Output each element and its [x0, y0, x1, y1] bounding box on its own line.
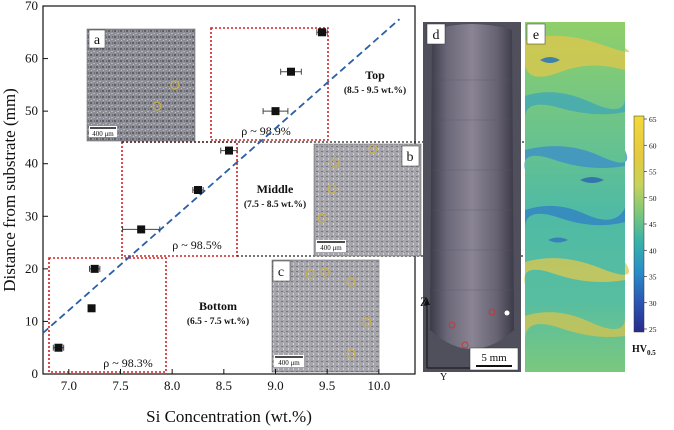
zone-middle-range: (7.5 - 8.5 wt.%) — [244, 199, 306, 210]
data-point-1 — [88, 304, 96, 312]
inset-c-scale: 400 μm — [278, 359, 300, 367]
zone-bottom-title: Bottom — [199, 299, 237, 313]
data-point-5 — [225, 147, 233, 155]
macrograph-panel: d Z Y 5 mm — [420, 22, 521, 383]
data-point-4 — [194, 186, 202, 194]
inset-a-scale: 400 μm — [92, 130, 114, 138]
hardness-map-panel: e — [524, 22, 629, 372]
x-tick-label-1: 7.5 — [112, 378, 128, 393]
data-point-8 — [318, 28, 326, 36]
macrograph-scale: 5 mm — [481, 352, 507, 364]
colorbar-ticks: 65 60 55 50 45 40 35 30 25 — [644, 115, 657, 334]
y-tick-label-4: 40 — [25, 156, 38, 171]
y-tick-label-1: 10 — [25, 313, 38, 328]
colorbar — [634, 116, 644, 332]
density-bottom: ρ ~ 98.3% — [103, 356, 152, 370]
x-tick-label-5: 9.5 — [319, 378, 335, 393]
macrograph-z-label: Z — [420, 294, 428, 309]
colorbar-label-sub: 0.5 — [647, 349, 656, 357]
data-point-2 — [91, 265, 99, 273]
colorbar-tick-label-1: 60 — [649, 141, 657, 150]
x-tick-label-6: 10.0 — [367, 378, 390, 393]
data-point-6 — [272, 107, 280, 115]
inset-b: b 400 μm — [314, 144, 421, 256]
zone-bottom-range: (6.5 - 7.5 wt.%) — [187, 316, 249, 327]
colorbar-label-main: HV — [632, 344, 648, 355]
x-tick-label-2: 8.0 — [164, 378, 180, 393]
y-tick-label-3: 30 — [25, 208, 38, 223]
colorbar-tick-label-7: 30 — [649, 299, 657, 308]
inset-b-scale: 400 μm — [320, 244, 342, 252]
zone-top-title: Top — [365, 68, 385, 82]
inset-b-letter: b — [407, 150, 414, 165]
y-tick-label-7: 70 — [25, 0, 38, 13]
x-tick-label-0: 7.0 — [61, 378, 77, 393]
colorbar-tick-label-0: 65 — [649, 115, 657, 124]
data-point-3 — [137, 225, 145, 233]
y-tick-label-2: 20 — [25, 261, 38, 276]
data-point-7 — [287, 68, 295, 76]
colorbar-tick-label-4: 45 — [649, 220, 657, 229]
x-axis-title: Si Concentration (wt.%) — [146, 407, 312, 426]
x-tick-label-3: 8.5 — [216, 378, 232, 393]
y-tick-label-6: 60 — [25, 51, 38, 66]
colorbar-tick-label-3: 50 — [649, 194, 657, 203]
y-axis-title: Distance from substrate (mm) — [0, 88, 19, 291]
colorbar-tick-label-5: 40 — [649, 246, 657, 255]
macrograph-y-label: Y — [440, 372, 447, 383]
colorbar-tick-label-2: 55 — [649, 168, 657, 177]
hardness-map-letter: e — [533, 28, 539, 43]
colorbar-label: HV0.5 — [632, 344, 656, 357]
inset-c: c 400 μm — [272, 260, 379, 372]
macrograph-letter: d — [433, 28, 440, 43]
inset-c-letter: c — [278, 265, 284, 280]
zone-top-range: (8.5 - 9.5 wt.%) — [344, 85, 406, 96]
x-tick-label-4: 9.0 — [267, 378, 283, 393]
zone-box-bottom — [49, 258, 166, 372]
inset-a-letter: a — [94, 33, 101, 48]
figure: a 400 μm b 400 μm c 400 μm Top (8.5 - 9.… — [0, 0, 674, 430]
inset-a: a 400 μm — [87, 29, 195, 141]
zone-middle-title: Middle — [257, 182, 294, 196]
y-tick-label-0: 0 — [32, 366, 39, 381]
colorbar-tick-label-8: 25 — [649, 325, 657, 334]
data-point-0 — [55, 344, 63, 352]
y-tick-label-5: 50 — [25, 103, 38, 118]
density-middle: ρ ~ 98.5% — [172, 238, 221, 252]
colorbar-tick-label-6: 35 — [649, 273, 657, 282]
